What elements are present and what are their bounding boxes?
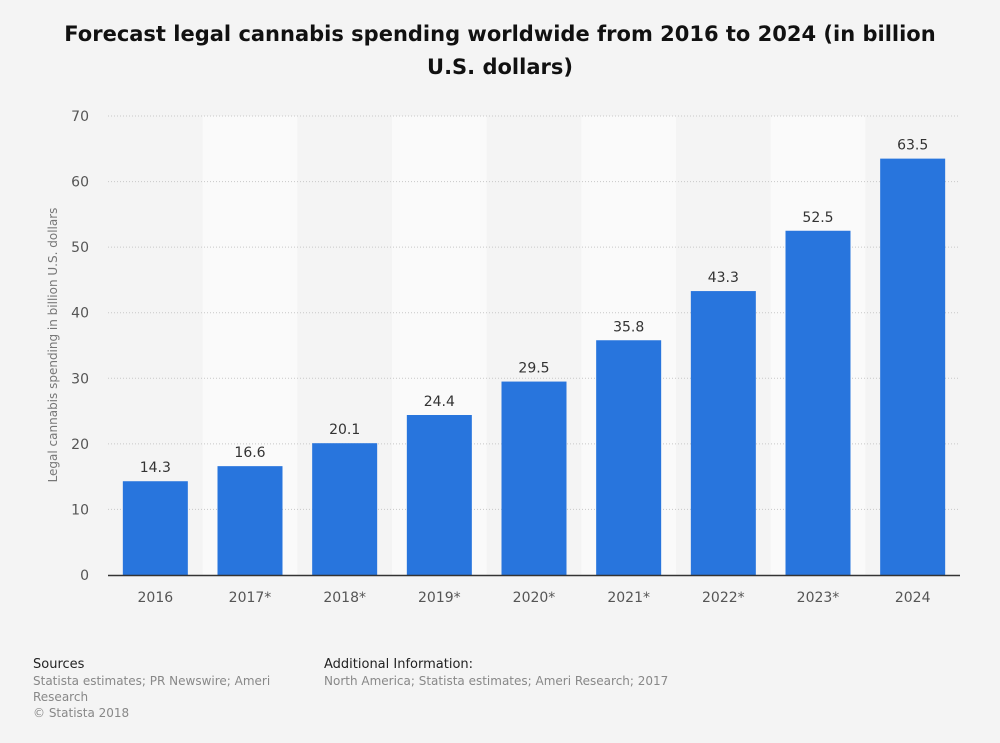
x-tick-label: 2024	[895, 590, 931, 606]
bar	[406, 415, 472, 575]
data-label: 20.1	[329, 422, 360, 438]
sources-text: Statista estimates; PR Newswire; Ameri R…	[33, 674, 271, 704]
bar	[217, 466, 283, 575]
bar	[312, 443, 378, 575]
y-tick-label: 0	[80, 568, 89, 584]
x-tick-label: 2020*	[513, 590, 556, 606]
y-tick-label: 40	[71, 306, 89, 322]
data-label: 52.5	[802, 210, 833, 226]
bar	[880, 158, 946, 575]
x-tick-label: 2016	[138, 590, 174, 606]
x-tick-label: 2021*	[607, 590, 650, 606]
bar-chart: 0 10 20 30 40 50 60 70 14.3 2016 16.6 2017* 20.1 2018…	[46, 109, 960, 606]
additional-info-label: Additional Information:	[324, 657, 474, 672]
y-tick-label: 60	[71, 175, 89, 191]
data-label: 29.5	[518, 361, 549, 377]
y-axis-label: Legal cannabis spending in billion U.S. …	[46, 208, 60, 483]
x-tick-label: 2022*	[702, 590, 745, 606]
bar	[690, 291, 756, 575]
y-tick-label: 20	[71, 437, 89, 453]
bar	[596, 340, 662, 575]
chart-title: Forecast legal cannabis spending worldwi…	[64, 22, 936, 79]
x-tick-label: 2023*	[797, 590, 840, 606]
y-tick-label: 70	[71, 109, 89, 125]
additional-info-block: Additional Information: North America; S…	[324, 657, 824, 689]
data-label: 63.5	[897, 138, 928, 154]
data-label: 14.3	[140, 460, 171, 476]
y-tick-label: 50	[71, 240, 89, 256]
additional-info-text: North America; Statista estimates; Ameri…	[324, 674, 669, 688]
copyright: © Statista 2018	[33, 706, 130, 720]
bar	[785, 230, 851, 575]
bar	[122, 481, 188, 575]
y-tick-label: 10	[71, 502, 89, 518]
data-label: 24.4	[424, 394, 455, 410]
sources-label: Sources	[33, 657, 85, 672]
x-tick-label: 2019*	[418, 590, 461, 606]
x-tick-label: 2017*	[229, 590, 272, 606]
y-tick-label: 30	[71, 371, 89, 387]
sources-block: Sources Statista estimates; PR Newswire;…	[33, 657, 283, 721]
data-label: 16.6	[234, 445, 265, 461]
data-label: 43.3	[708, 270, 739, 286]
x-tick-label: 2018*	[323, 590, 366, 606]
bar	[501, 381, 567, 575]
data-label: 35.8	[613, 319, 644, 335]
